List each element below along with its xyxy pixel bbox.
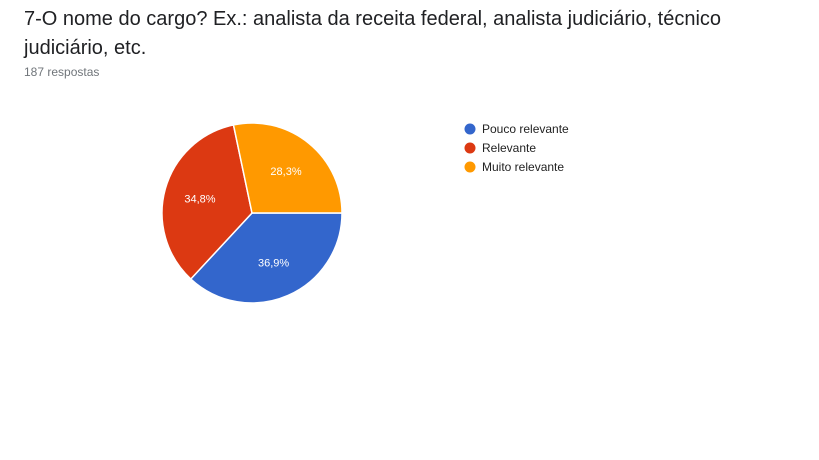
pie-slices [161, 122, 343, 304]
question-title: 7-O nome do cargo? Ex.: analista da rece… [24, 8, 722, 59]
slice-percent-label: 34,8% [184, 194, 215, 206]
chart-legend: Pouco relevante Relevante Muito relevante [464, 122, 569, 174]
legend-label[interactable]: Muito relevante [482, 160, 564, 174]
legend-label[interactable]: Relevante [482, 141, 536, 155]
legend-marker [464, 142, 476, 154]
legend-label[interactable]: Pouco relevante [482, 122, 569, 136]
response-count: 187 respostas [24, 65, 100, 79]
legend-marker [464, 123, 476, 135]
pie-slice-labels: 36,9% 34,8% 28,3% [184, 166, 301, 269]
slice-percent-label: 36,9% [258, 257, 289, 269]
pie-slice-pouco-relevante[interactable] [189, 212, 343, 304]
pie-slice-muito-relevante[interactable] [232, 122, 343, 214]
slice-percent-label: 28,3% [270, 166, 301, 178]
legend-marker [464, 161, 476, 173]
pie-slice-relevante[interactable] [161, 124, 253, 281]
